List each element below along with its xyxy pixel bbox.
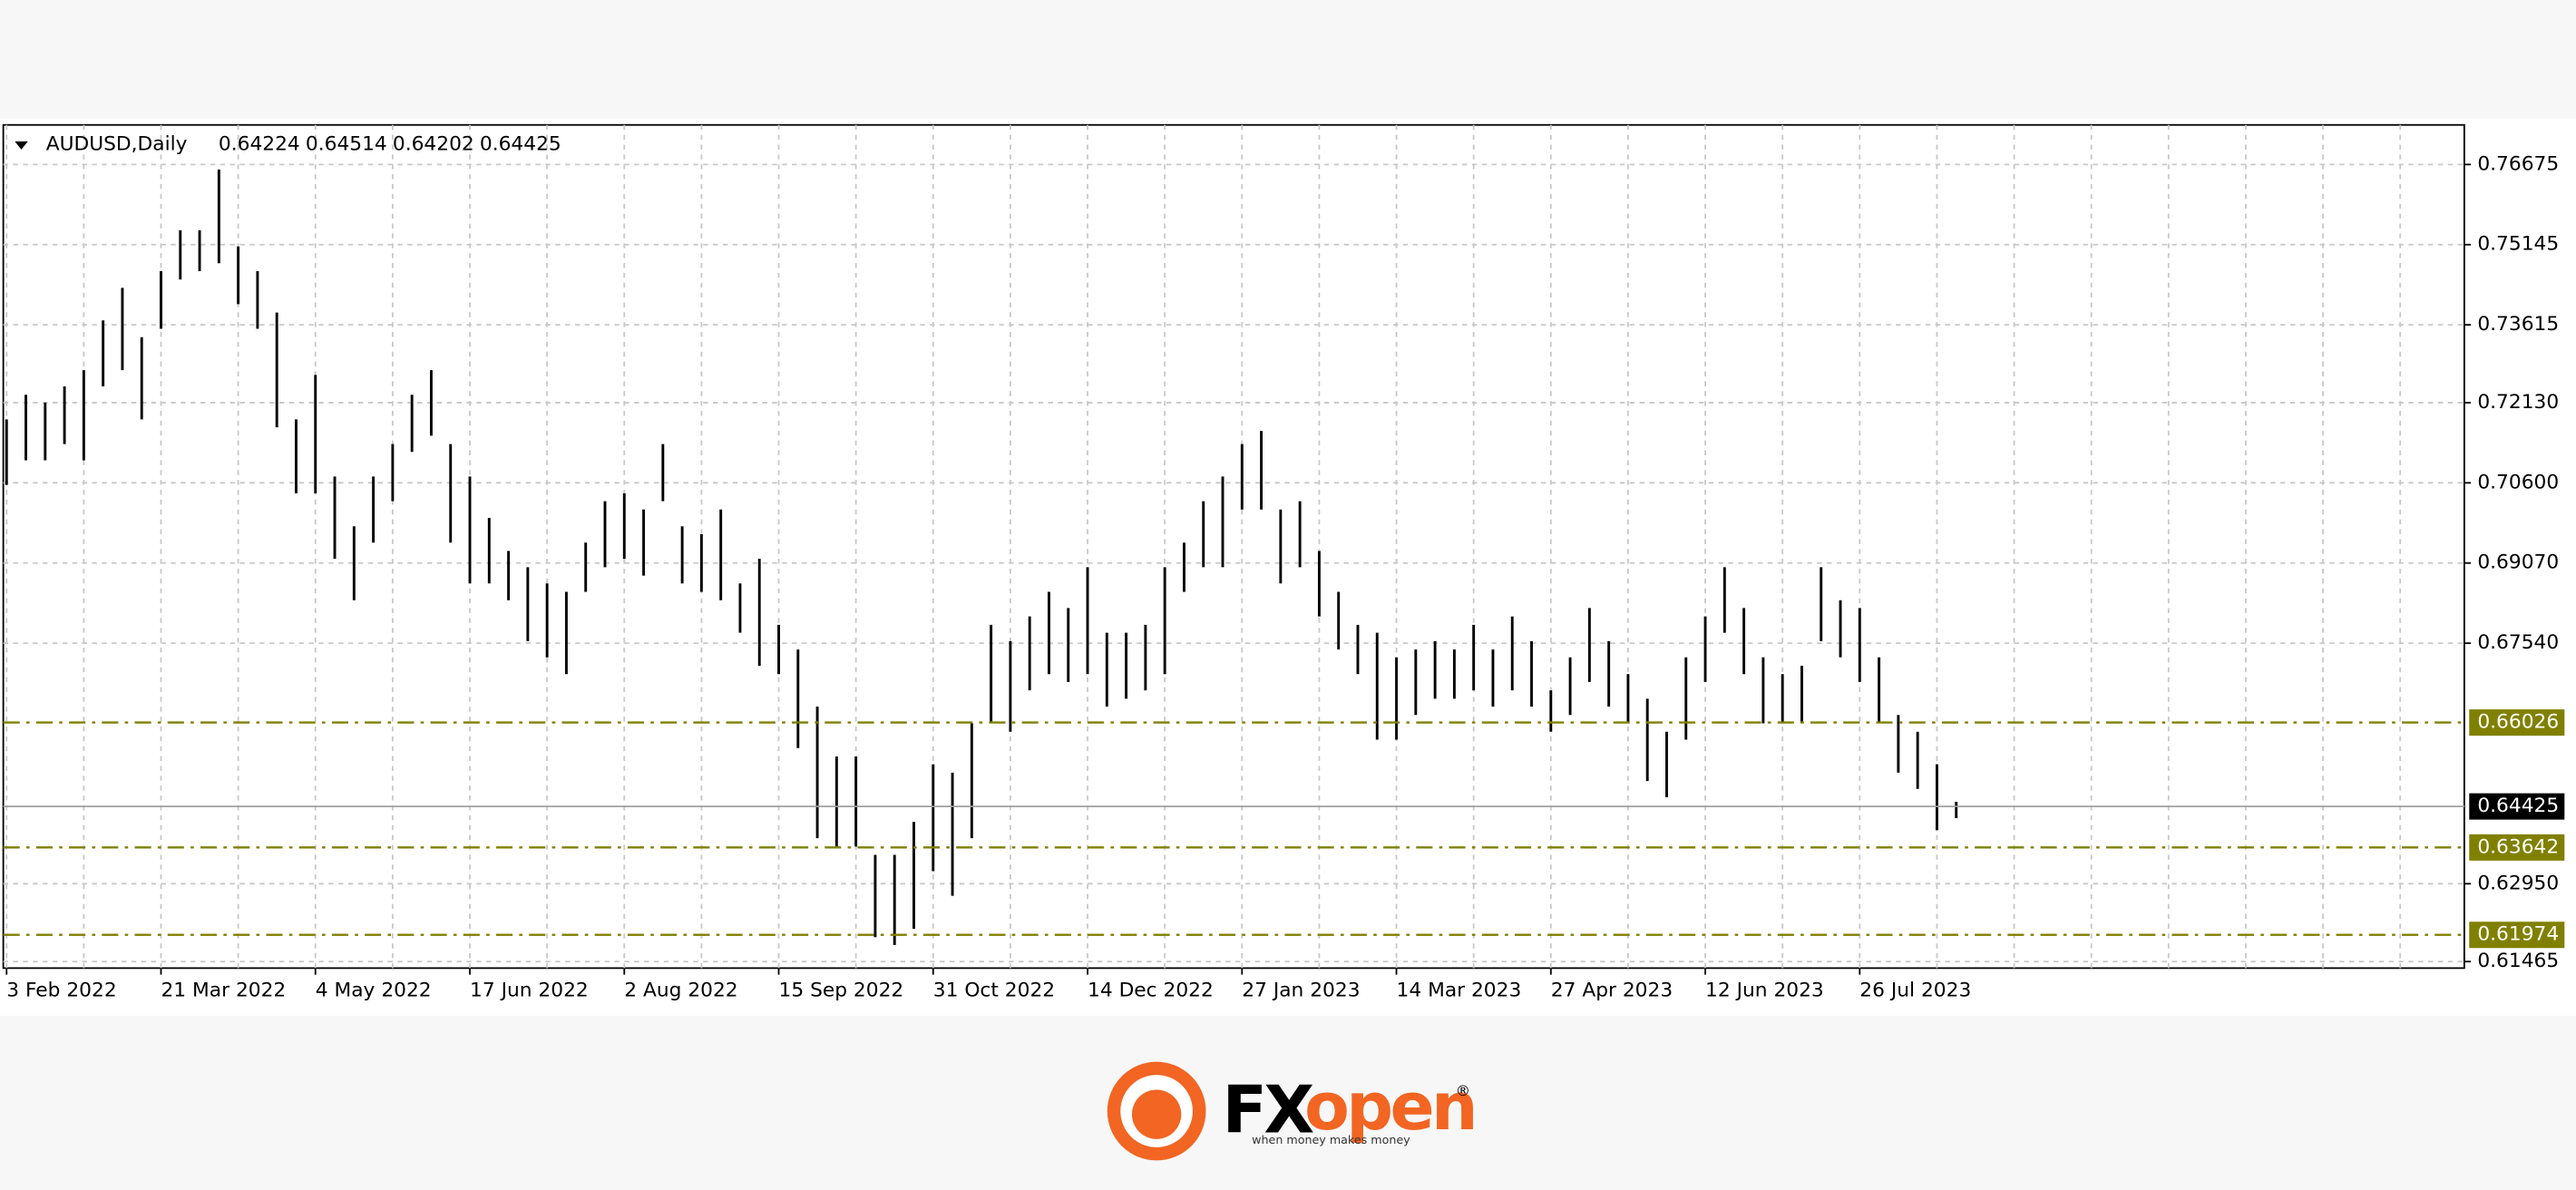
x-tick-label: 17 Jun 2022 [470, 980, 589, 1002]
x-tick-label: 12 Jun 2023 [1705, 980, 1824, 1002]
symbol-label: AUDUSD,Daily [46, 132, 188, 155]
ohlc-high: 0.64514 [306, 132, 387, 155]
y-tick-label: 0.62950 [2477, 872, 2559, 894]
price-label-box [2469, 793, 2565, 820]
y-tick-label: 0.67540 [2477, 631, 2559, 654]
level-label-box [2469, 922, 2565, 949]
y-tick-label: 0.76675 [2477, 152, 2559, 175]
y-tick-label: 0.61465 [2477, 950, 2559, 972]
logo-registered: ® [1456, 1082, 1470, 1099]
ohlc-close: 0.64425 [480, 132, 561, 155]
plot-area [2, 123, 2465, 970]
symbol-menu-icon[interactable] [15, 141, 28, 150]
logo: FX open ® when money makes money [1107, 1061, 1478, 1161]
x-tick-label: 15 Sep 2022 [779, 980, 904, 1002]
y-tick-label: 0.73615 [2477, 313, 2559, 336]
logo-open: open [1304, 1069, 1475, 1146]
x-tick-label: 14 Dec 2022 [1088, 980, 1214, 1002]
x-tick-label: 4 May 2022 [316, 980, 432, 1002]
y-tick-label: 0.69070 [2477, 551, 2559, 574]
x-tick-label: 31 Oct 2022 [933, 980, 1055, 1002]
x-tick-label: 2 Aug 2022 [624, 980, 737, 1002]
ohlc-open: 0.64224 [219, 132, 300, 155]
level-label: 0.63642 [2477, 835, 2559, 858]
x-tick-label: 27 Jan 2023 [1242, 980, 1360, 1002]
level-label: 0.66026 [2477, 711, 2559, 734]
y-tick-label: 0.75145 [2477, 233, 2559, 256]
y-tick-label: 0.72130 [2477, 391, 2559, 414]
x-tick-label: 26 Jul 2023 [1859, 980, 1971, 1002]
x-tick-label: 27 Apr 2023 [1551, 980, 1673, 1002]
x-tick-label: 14 Mar 2023 [1397, 980, 1522, 1002]
logo-emblem-core [1131, 1089, 1182, 1139]
x-tick-label: 3 Feb 2022 [6, 980, 116, 1002]
bars [5, 169, 1958, 945]
y-tick-label: 0.70600 [2477, 471, 2559, 493]
ohlc-low: 0.64202 [393, 132, 474, 155]
logo-fx: FX [1223, 1073, 1314, 1149]
level-label-box [2469, 834, 2565, 861]
level-label-box [2469, 709, 2565, 736]
level-label: 0.61974 [2477, 923, 2559, 946]
price-label: 0.64425 [2477, 795, 2559, 817]
logo-tagline: when money makes money [1252, 1133, 1410, 1146]
x-tick-label: 21 Mar 2022 [161, 980, 287, 1002]
